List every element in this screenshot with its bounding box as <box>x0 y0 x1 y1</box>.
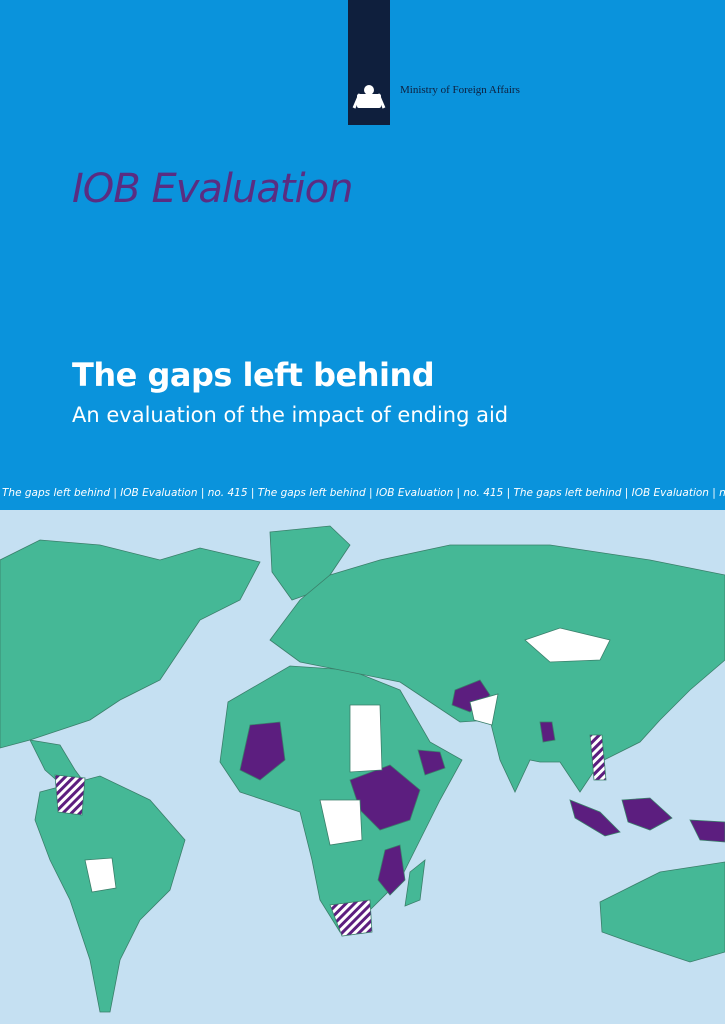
title: The gaps left behind <box>72 356 435 394</box>
series-name: IOB Evaluation <box>72 166 353 212</box>
emblem <box>352 85 386 109</box>
subtitle: An evaluation of the impact of ending ai… <box>72 403 509 427</box>
world-map <box>0 510 725 1024</box>
ministry-name: Ministry of Foreign Affairs <box>400 84 520 96</box>
ribbon: The gaps left behind | IOB Evaluation | … <box>2 487 725 499</box>
emblem-bar <box>348 0 390 125</box>
